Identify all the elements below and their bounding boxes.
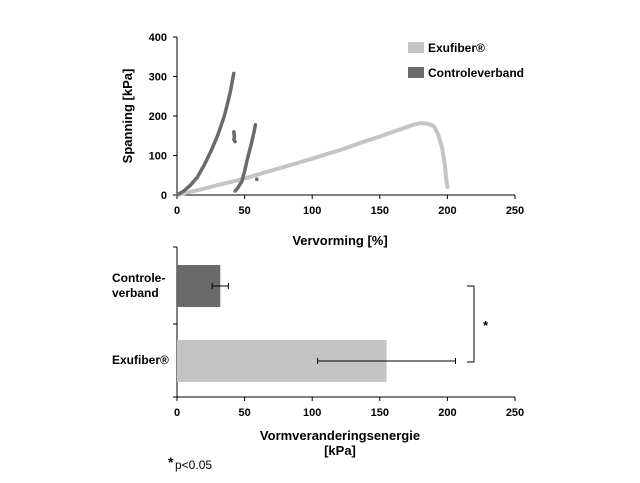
bottom-x-tick-label: 100 xyxy=(303,407,321,419)
bottom-x-axis-title-line2: [kPa] xyxy=(324,443,356,458)
top-y-tick-label: 100 xyxy=(149,151,167,163)
legend-swatch-controleverband xyxy=(408,67,424,78)
legend-swatch-exufiber xyxy=(408,42,424,53)
top-x-tick-label: 250 xyxy=(506,205,524,217)
top-x-tick-label: 0 xyxy=(174,205,180,217)
top-x-axis-title: Vervorming [%] xyxy=(292,233,387,248)
bottom-x-tick-label: 50 xyxy=(238,407,250,419)
top-x-tick-label: 50 xyxy=(238,205,250,217)
legend: Exufiber® Controleverband xyxy=(408,41,524,80)
energy-bar-chart: 0 50 100 150 200 250 Controle- verband Exufib… xyxy=(112,246,524,458)
category-label-exufiber: Exufiber® xyxy=(112,353,169,367)
top-y-tick-label: 400 xyxy=(149,32,167,44)
bottom-x-axis-title-line1: Vormveranderingsenergie xyxy=(260,428,420,443)
bottom-x-tick-label: 200 xyxy=(438,407,456,419)
footnote-star: * xyxy=(168,454,174,470)
series-line-exufiber xyxy=(175,121,450,197)
footnote-text: p<0.05 xyxy=(175,458,212,472)
bottom-x-tick-label: 250 xyxy=(506,407,524,419)
legend-label-exufiber: Exufiber® xyxy=(428,41,485,55)
stress-strain-chart: 0 100 200 300 400 0 50 100 150 200 250 Vervorming… xyxy=(120,32,524,248)
top-x-tick-label: 200 xyxy=(438,205,456,217)
bottom-x-tick-label: 0 xyxy=(174,407,180,419)
top-x-tick-label: 150 xyxy=(371,205,389,217)
series-point-controleverband xyxy=(254,177,259,181)
series-line-controleverband xyxy=(175,71,236,197)
category-label-control-line2: verband xyxy=(112,286,159,300)
top-x-tick-label: 100 xyxy=(303,205,321,217)
footnote: * p<0.05 xyxy=(168,454,212,472)
bottom-x-tick-label: 150 xyxy=(371,407,389,419)
top-y-tick-label: 300 xyxy=(149,72,167,84)
series-line-controleverband xyxy=(233,122,258,193)
significance-marker: * xyxy=(483,318,489,333)
legend-label-controleverband: Controleverband xyxy=(428,66,524,80)
top-y-axis-title: Spanning [kPa] xyxy=(120,69,135,164)
series-line-controleverband xyxy=(232,130,237,144)
significance-bracket xyxy=(467,285,475,363)
top-y-tick-label: 0 xyxy=(161,190,167,202)
top-y-tick-label: 200 xyxy=(149,111,167,123)
category-label-control-line1: Controle- xyxy=(112,271,165,285)
